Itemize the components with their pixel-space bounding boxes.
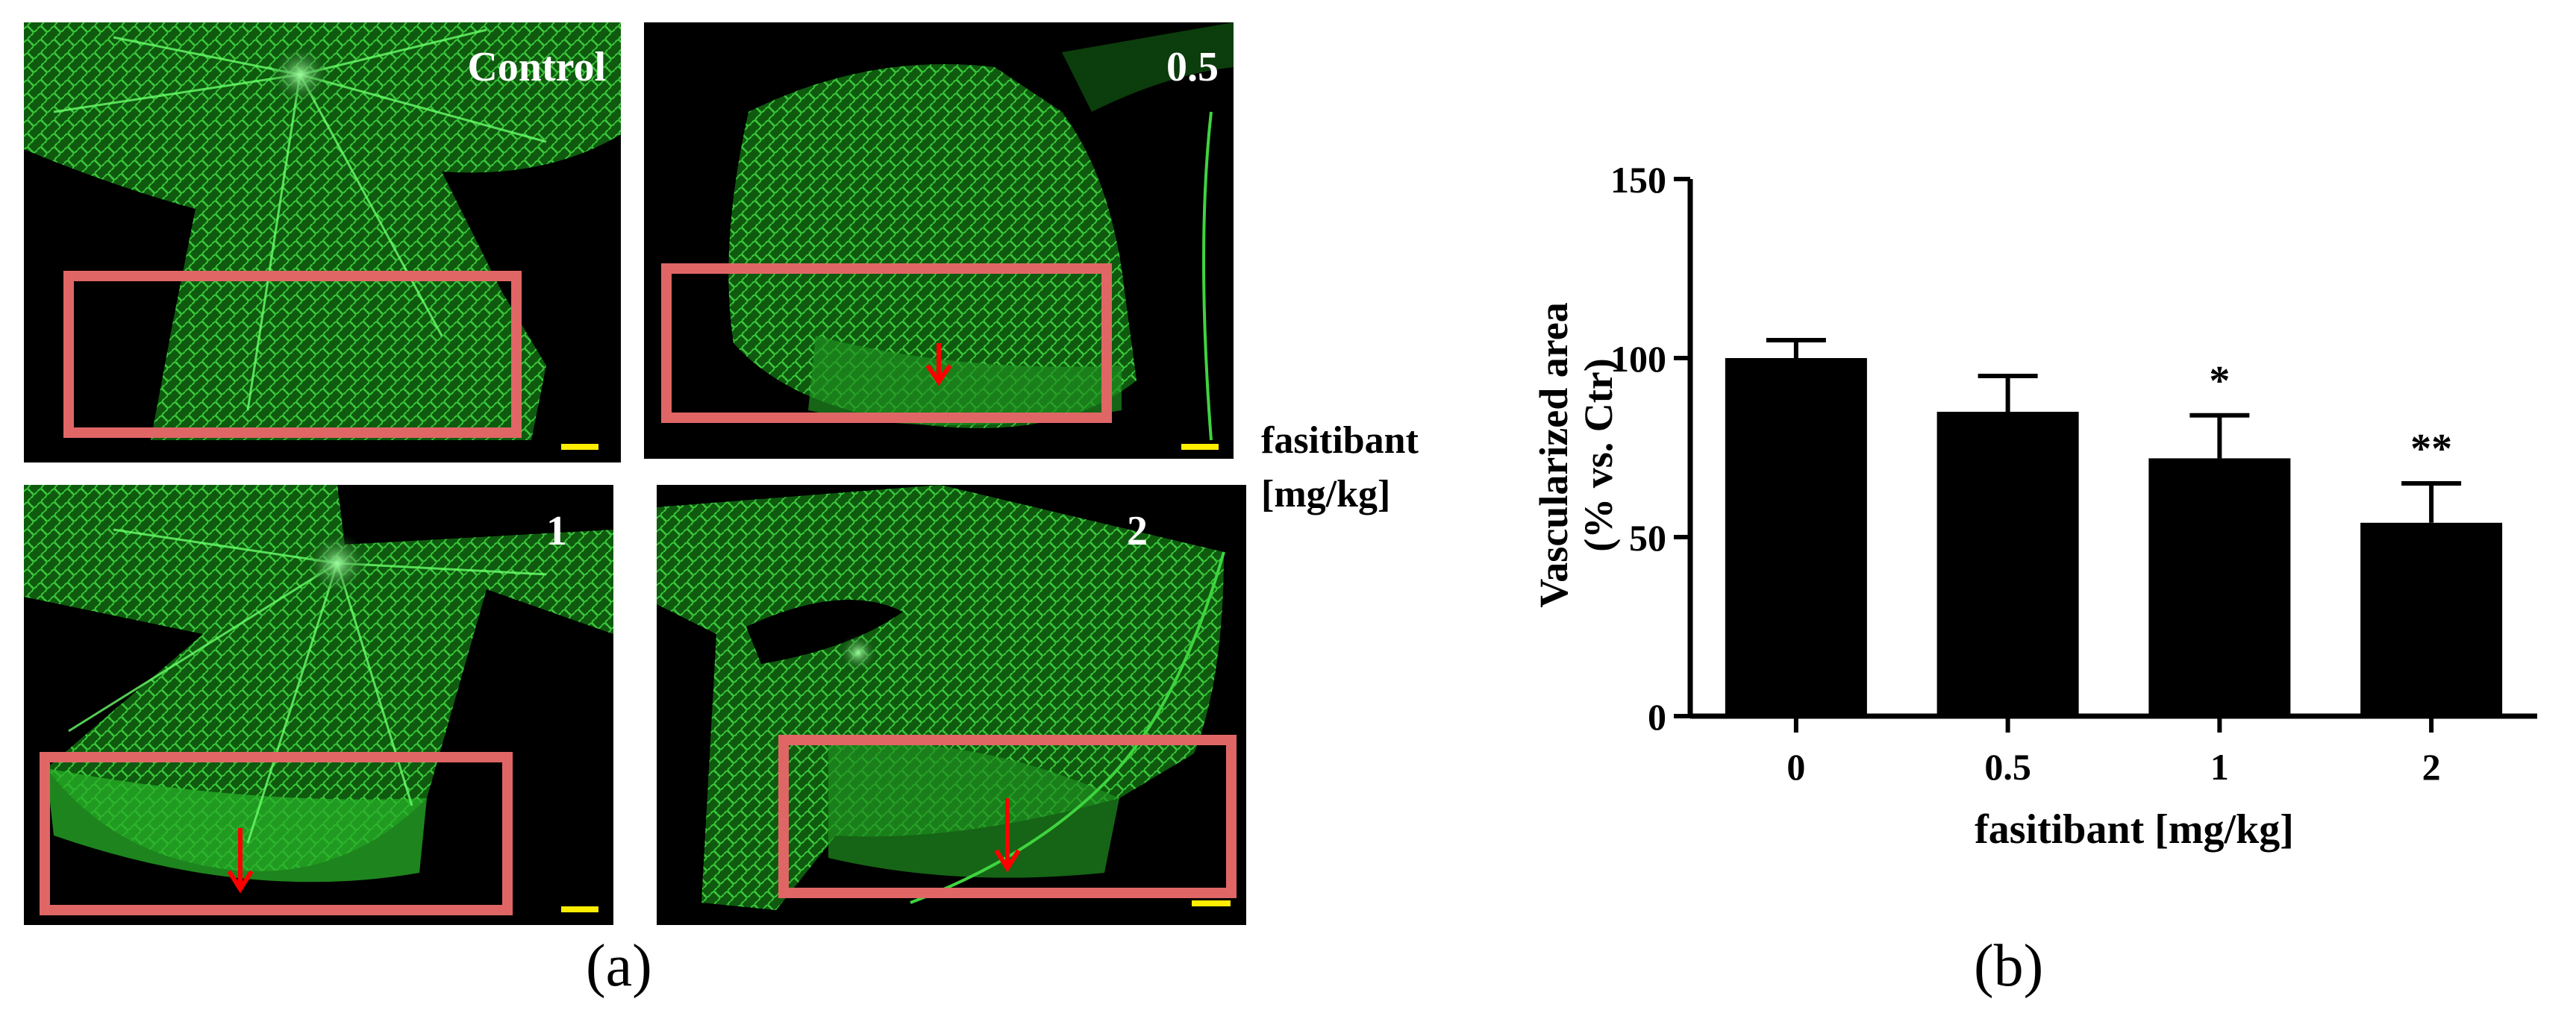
y-tick-label: 150 xyxy=(1610,159,1666,201)
chart-bars: *** xyxy=(1725,338,2503,716)
panel-label-0.5: 0.5 xyxy=(1166,44,1219,90)
down-arrow xyxy=(994,798,1021,873)
dose-axis-label-line2: [mg/kg] xyxy=(1261,473,1391,515)
retina-image-0.5 xyxy=(661,22,1234,450)
significance-1: * xyxy=(2209,358,2230,404)
retina-image-2 xyxy=(657,485,1237,910)
retina-panel-2: 2 xyxy=(657,485,1246,925)
dose-axis-label: fasitibant [mg/kg] xyxy=(1261,414,1419,521)
y-axis-label-line2: (% vs. Ctr) xyxy=(1576,358,1621,551)
y-tick-label: 0 xyxy=(1648,696,1666,738)
roi-box xyxy=(40,752,513,915)
roi-box xyxy=(778,735,1237,898)
retina-panel-control: Control xyxy=(24,22,621,463)
scale-bar xyxy=(561,906,598,912)
significance-2: ** xyxy=(2410,426,2452,472)
roi-box xyxy=(63,271,522,438)
chart-ticks: 0 50 100 150 0 0.5 1 2 xyxy=(1610,159,2441,788)
down-arrow xyxy=(227,828,254,894)
retina-panel-1: 1 xyxy=(24,485,613,925)
bar-0 xyxy=(1725,358,1867,716)
panel-label-2: 2 xyxy=(1127,508,1148,554)
panel-label-1: 1 xyxy=(546,508,567,554)
y-tick-label: 50 xyxy=(1629,517,1666,559)
y-tick-label: 100 xyxy=(1610,338,1666,380)
retina-panel-0.5: 0.5 xyxy=(644,22,1234,459)
x-axis-label: fasitibant [mg/kg] xyxy=(1975,806,2294,853)
subfigure-caption-a: (a) xyxy=(586,933,652,999)
scale-bar xyxy=(1192,900,1231,906)
x-tick-label: 2 xyxy=(2422,746,2441,788)
x-tick-label: 0 xyxy=(1786,746,1805,788)
down-arrow xyxy=(925,343,952,386)
panel-label-control: Control xyxy=(467,44,606,90)
retina-image-control xyxy=(24,22,621,450)
x-tick-label: 1 xyxy=(2210,746,2229,788)
bar-0.5 xyxy=(1936,412,2079,716)
scale-bar xyxy=(561,444,598,450)
scale-bar xyxy=(1181,444,1219,450)
bar-2 xyxy=(2360,522,2503,716)
retina-image-1 xyxy=(24,485,613,915)
roi-box xyxy=(661,263,1112,423)
subfigure-caption-b: (b) xyxy=(1974,933,2044,999)
y-axis-label-line1: Vascularized area xyxy=(1531,302,1576,607)
x-tick-label: 0.5 xyxy=(1984,746,2031,788)
dose-axis-label-line1: fasitibant xyxy=(1261,419,1419,462)
bar-1 xyxy=(2148,458,2291,716)
